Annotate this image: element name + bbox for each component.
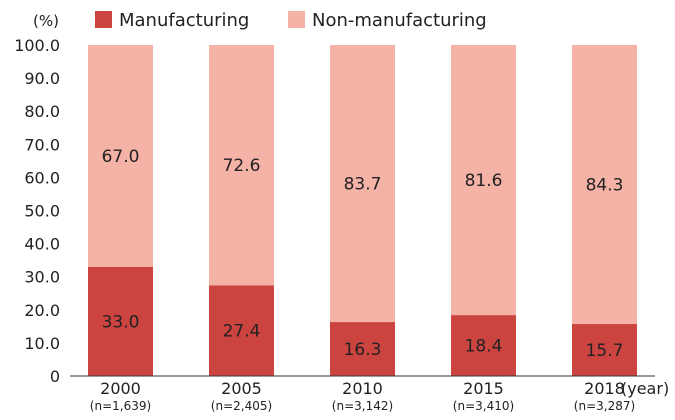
- data-label: 72.6: [223, 156, 261, 176]
- legend: (%) Manufacturing Non-manufacturing: [33, 10, 487, 31]
- bar-non-manufacturing-2005: [209, 45, 274, 286]
- data-label: 67.0: [102, 147, 140, 167]
- x-tick-note: (n=1,639): [90, 399, 151, 413]
- bar-manufacturing-2015: [451, 315, 516, 376]
- data-label: 27.4: [223, 322, 261, 342]
- bar-non-manufacturing-2000: [88, 45, 153, 267]
- legend-swatch-1: [288, 11, 305, 28]
- y-tick-label: 20.0: [24, 301, 60, 320]
- bar-non-manufacturing-2018: [572, 45, 637, 325]
- legend-swatch-0: [95, 11, 112, 28]
- y-tick-label: 10.0: [24, 334, 60, 353]
- y-tick-label: 60.0: [24, 168, 60, 187]
- data-label: 18.4: [465, 337, 503, 357]
- bar-manufacturing-2010: [330, 322, 395, 376]
- legend-label-1: Non-manufacturing: [312, 10, 487, 31]
- y-tick-label: 90.0: [24, 69, 60, 88]
- x-tick-note: (n=2,405): [211, 399, 272, 413]
- x-tick-label: 2005: [221, 379, 262, 398]
- data-label: 84.3: [586, 176, 624, 196]
- y-unit-label: (%): [33, 12, 59, 30]
- bars: 33.0 67.0 27.4 72.6 16.3 83.7 18.4 81.6 15.7 84.3: [88, 45, 637, 376]
- y-tick-label: 0: [50, 367, 60, 386]
- x-tick-note: (n=3,142): [332, 399, 393, 413]
- bar-manufacturing-2000: [88, 266, 153, 376]
- y-tick-label: 70.0: [24, 135, 60, 154]
- data-label: 83.7: [344, 175, 382, 195]
- x-tick-label: 2010: [342, 379, 383, 398]
- x-tick-label: 2015: [463, 379, 504, 398]
- x-axis: 2000(n=1,639) 2005(n=2,405) 2010(n=3,142) 2…: [70, 375, 669, 413]
- y-axis: 0 10.0 20.0 30.0 40.0 50.0 60.0 70.0 80.0 90.0 100…: [14, 36, 60, 386]
- y-tick-label: 50.0: [24, 202, 60, 221]
- data-label: 81.6: [465, 171, 503, 191]
- x-tick-note: (n=3,410): [453, 399, 514, 413]
- x-unit-label: (year): [621, 379, 669, 398]
- y-tick-label: 80.0: [24, 102, 60, 121]
- bar-non-manufacturing-2015: [451, 45, 516, 316]
- bar-manufacturing-2018: [572, 324, 637, 376]
- y-tick-label: 30.0: [24, 268, 60, 287]
- bar-non-manufacturing-2010: [330, 45, 395, 323]
- x-tick-note: (n=3,287): [574, 399, 635, 413]
- y-tick-label: 100.0: [14, 36, 60, 55]
- y-tick-label: 40.0: [24, 235, 60, 254]
- x-tick-label: 2000: [100, 379, 141, 398]
- legend-label-0: Manufacturing: [119, 10, 249, 31]
- x-tick-label: 2018: [584, 379, 625, 398]
- data-label: 33.0: [102, 312, 140, 332]
- data-label: 16.3: [344, 340, 382, 360]
- data-label: 15.7: [586, 341, 624, 361]
- bar-manufacturing-2005: [209, 285, 274, 376]
